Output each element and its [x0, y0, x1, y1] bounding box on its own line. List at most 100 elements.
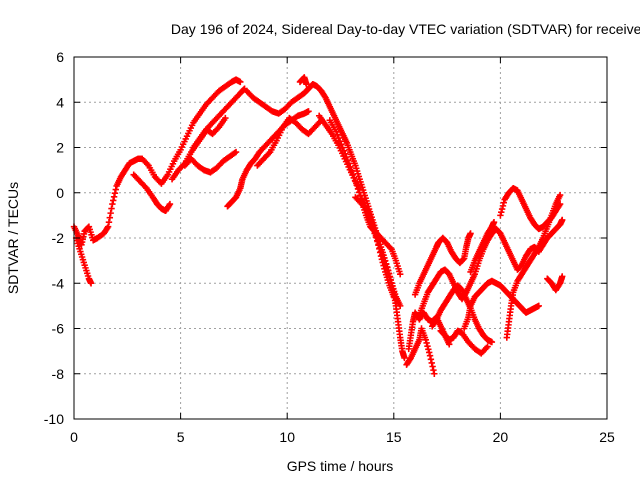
data-point: [484, 343, 491, 350]
y-tick-label: -4: [52, 275, 65, 291]
data-point: [353, 181, 360, 189]
data-point: [429, 363, 436, 370]
data-point: [335, 134, 342, 142]
data-point: [379, 259, 386, 266]
data-point: [424, 342, 431, 350]
data-point: [490, 218, 498, 226]
y-tick-label: 2: [56, 140, 64, 156]
data-point: [334, 131, 341, 139]
x-tick-label: 0: [70, 429, 78, 445]
series-16: [411, 230, 474, 298]
data-point: [377, 252, 385, 260]
data-point: [556, 191, 564, 199]
series-10: [296, 74, 310, 88]
data-point: [105, 218, 113, 226]
x-tick-label: 25: [599, 429, 615, 445]
y-tick-label: -2: [52, 230, 65, 246]
data-point: [347, 163, 354, 171]
data-point: [338, 141, 345, 148]
data-point: [497, 212, 504, 219]
data-point: [373, 234, 380, 242]
x-tick-label: 5: [177, 429, 185, 445]
data-point: [106, 214, 114, 221]
data-point: [376, 249, 384, 256]
data-point: [111, 190, 119, 197]
data-point: [390, 293, 397, 301]
series-5: [181, 148, 240, 176]
series-23: [503, 191, 564, 341]
grid: [74, 57, 607, 419]
data-point: [348, 167, 355, 174]
data-point: [559, 216, 566, 224]
data-point: [498, 205, 506, 213]
data-point: [380, 262, 387, 269]
series-25: [544, 273, 566, 294]
data-points: [70, 74, 566, 377]
data-point: [559, 273, 566, 280]
data-point: [110, 197, 117, 204]
data-point: [222, 114, 229, 122]
data-point: [430, 366, 437, 374]
chart-title: Day 196 of 2024, Sidereal Day-to-day VTE…: [171, 21, 640, 37]
data-point: [166, 200, 174, 208]
data-point: [303, 80, 310, 88]
data-point: [109, 200, 116, 208]
series-1: [70, 76, 244, 248]
data-point: [488, 338, 496, 346]
data-point: [423, 339, 430, 347]
data-point: [112, 186, 119, 193]
data-point: [426, 352, 434, 359]
y-tick-label: -10: [44, 411, 64, 427]
data-point: [535, 302, 542, 310]
data-point: [425, 346, 432, 353]
data-point: [107, 209, 114, 217]
data-point: [305, 108, 312, 115]
x-tick-label: 20: [493, 429, 509, 445]
data-point: [231, 149, 238, 157]
y-tick-label: 0: [56, 185, 64, 201]
series-20: [460, 277, 542, 332]
data-point: [339, 144, 346, 151]
axis-ticks: [73, 56, 608, 420]
series-14: [403, 325, 438, 377]
data-point: [499, 202, 507, 210]
data-point: [352, 178, 359, 185]
data-point: [385, 270, 393, 277]
y-axis-title: SDTVAR / TECUs: [5, 182, 21, 294]
y-tick-label: 6: [56, 49, 64, 65]
data-point: [467, 230, 474, 237]
series-21: [467, 218, 498, 276]
data-point: [375, 242, 382, 249]
data-point: [460, 256, 467, 263]
data-point: [341, 150, 349, 158]
data-point: [498, 209, 505, 216]
series-3: [130, 171, 174, 215]
data-point: [374, 238, 381, 245]
data-point: [104, 223, 112, 230]
data-point: [378, 256, 386, 263]
x-tick-labels: 0 5 10 15 20 25: [70, 429, 615, 445]
data-point: [336, 137, 344, 145]
data-point: [345, 160, 353, 167]
data-point: [396, 271, 404, 278]
y-tick-label: -8: [52, 366, 65, 382]
y-tick-label: -6: [52, 321, 65, 337]
data-point: [401, 354, 408, 362]
data-point: [425, 349, 433, 356]
data-point: [354, 185, 362, 192]
data-point: [108, 205, 115, 212]
data-point: [232, 148, 240, 156]
series-19: [437, 327, 491, 357]
data-point: [427, 356, 435, 363]
data-point: [376, 245, 383, 253]
series-24: [535, 216, 566, 255]
data-point: [350, 174, 358, 182]
data-point: [422, 336, 429, 344]
series-13: [352, 194, 397, 301]
data-point: [333, 128, 340, 135]
y-tick-labels: -10 -8 -6 -4 -2 0 2 4 6: [44, 49, 64, 427]
data-point: [349, 170, 357, 178]
data-point: [340, 147, 348, 154]
data-point: [237, 78, 244, 86]
